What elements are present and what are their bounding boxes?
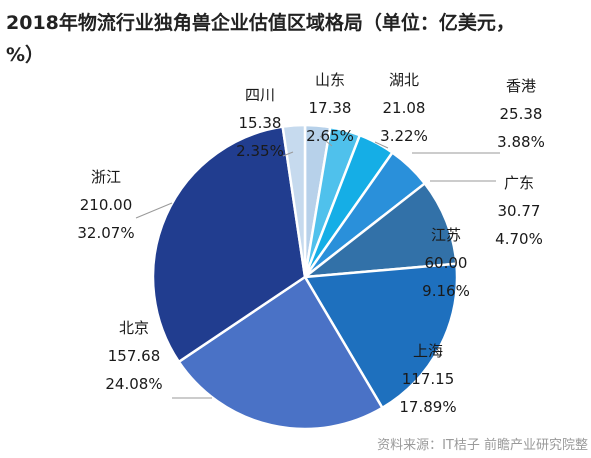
slice-label-value: 25.38	[500, 105, 543, 123]
slice-label-name: 广东	[504, 174, 534, 192]
slice-label-value: 30.77	[498, 202, 541, 220]
slice-label-value: 17.38	[309, 99, 352, 117]
slice-label-name: 北京	[119, 319, 149, 337]
slice-label-percent: 24.08%	[105, 375, 162, 393]
pie-slice	[281, 123, 307, 278]
chart-title-line-2: %）	[6, 43, 44, 66]
leader-line	[282, 151, 294, 157]
pie-slices	[151, 123, 459, 431]
leader-line	[374, 141, 389, 149]
slice-label-percent: 4.70%	[495, 230, 543, 248]
slice-label-value: 21.08	[383, 99, 426, 117]
slice-label-name: 香港	[506, 77, 536, 95]
leader-line	[319, 135, 333, 147]
pie-slice	[300, 181, 458, 279]
slice-label-percent: 2.35%	[236, 142, 284, 160]
slice-label-value: 157.68	[108, 347, 161, 365]
slice-label-percent: 9.16%	[422, 282, 470, 300]
slice-label-percent: 3.88%	[497, 133, 545, 151]
source-note: 资料来源：IT桔子 前瞻产业研究院整	[377, 437, 588, 453]
chart-title-line-1: 2018年物流行业独角兽企业估值区域格局（单位：亿美元，	[6, 11, 515, 34]
slice-label-value: 15.38	[239, 114, 282, 132]
slice-label-value: 60.00	[425, 254, 468, 272]
slice-label-percent: 32.07%	[77, 224, 134, 242]
leader-lines	[135, 135, 500, 399]
slice-label-name: 上海	[413, 342, 443, 360]
slice-label-name: 湖北	[389, 71, 419, 89]
slice-label-percent: 2.65%	[306, 127, 354, 145]
leader-line	[135, 202, 173, 219]
slice-label-name: 山东	[315, 71, 345, 89]
pie-slice	[302, 262, 459, 410]
slice-label-percent: 3.22%	[380, 127, 428, 145]
slice-label-name: 浙江	[91, 168, 121, 186]
slice-label-percent: 17.89%	[399, 398, 456, 416]
pie-slice	[151, 125, 307, 364]
slice-labels: 山东 17.38 2.65% 湖北 21.08 3.22% 香港 25.38 3.88% 广东 30…	[77, 71, 544, 416]
slice-label-name: 江苏	[431, 226, 461, 244]
slice-label-name: 四川	[245, 86, 275, 104]
slice-label-value: 210.00	[80, 196, 133, 214]
pie-slice	[177, 275, 385, 431]
slice-label-value: 117.15	[402, 370, 455, 388]
